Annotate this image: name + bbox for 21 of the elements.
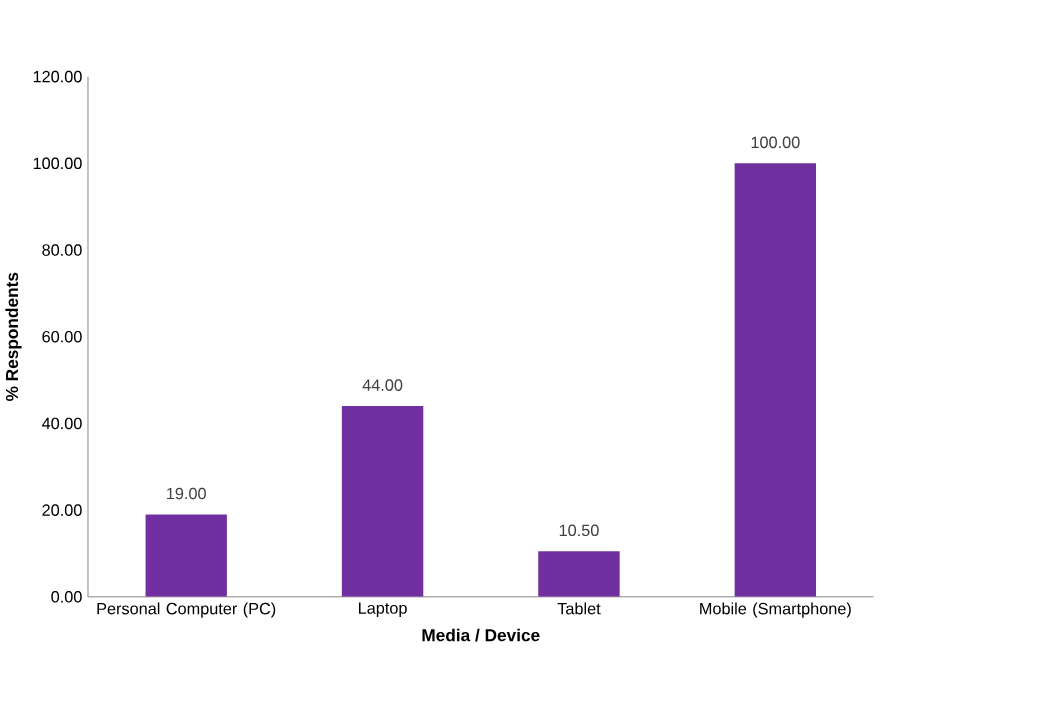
x-tick-label: Tablet [557,602,601,615]
bar [145,514,227,597]
y-tick-label: 20.00 [42,504,82,516]
x-tick-label: Mobile (Smartphone) [700,602,851,618]
y-tick-label: 60.00 [42,330,82,343]
bar [734,163,817,597]
y-tick-label: 120.00 [33,70,82,83]
data-label: 100.00 [751,136,800,149]
y-tick-label: 80.00 [42,244,82,256]
bar [341,406,424,597]
bar [538,551,620,597]
data-label: 10.50 [559,524,599,537]
y-tick-label: 100.00 [33,157,82,170]
x-tick-label: Laptop [359,602,407,617]
y-tick-label: 0.00 [51,591,82,603]
y-tick-label: 40.00 [41,417,82,430]
data-label: 19.00 [167,487,206,500]
x-tick-label: Personal Computer (PC) [97,602,276,618]
y-axis-title: % Respondents [5,272,22,401]
x-axis-title: Media / Device [422,628,540,642]
data-label: 44.00 [362,379,403,391]
